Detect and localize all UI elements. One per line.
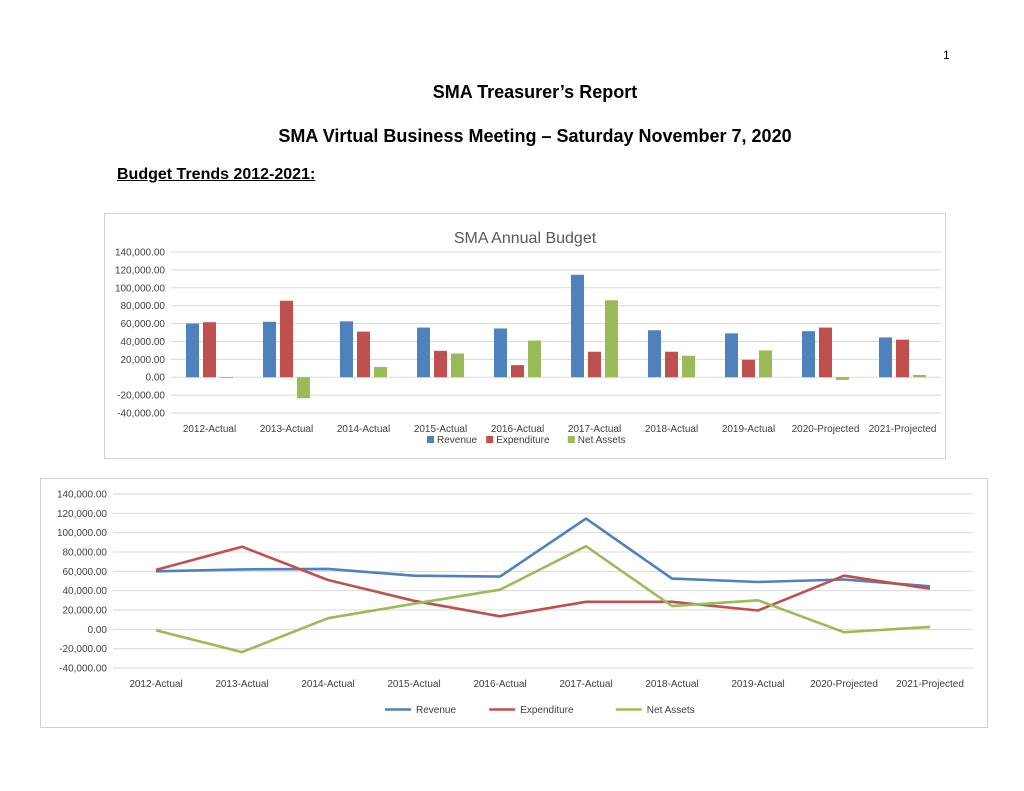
y-tick-label: 40,000.00	[63, 586, 108, 597]
y-tick-label: 0.00	[146, 373, 166, 384]
legend-swatch-net-assets	[567, 436, 575, 443]
bar-revenue	[879, 337, 892, 378]
x-tick-label: 2014-Actual	[337, 424, 390, 435]
bar-net-assets	[836, 377, 849, 380]
legend-label-net-assets: Net Assets	[578, 435, 626, 446]
bar-net-assets	[759, 350, 772, 378]
y-tick-label: 120,000.00	[57, 509, 107, 520]
x-tick-label: 2015-Actual	[414, 424, 467, 435]
x-tick-label: 2012-Actual	[129, 679, 182, 690]
x-tick-label: 2017-Actual	[568, 424, 621, 435]
line-chart-frame: 140,000.00 120,000.00 100,000.00 80,000.00 6…	[40, 478, 988, 728]
y-tick-label: -20,000.00	[117, 391, 165, 402]
y-tick-label: 100,000.00	[115, 283, 165, 294]
bar-revenue	[417, 327, 430, 378]
y-tick-label: 20,000.00	[121, 355, 166, 366]
bar-revenue	[494, 328, 507, 378]
bar-expenditure	[819, 327, 832, 378]
y-tick-label: -40,000.00	[117, 409, 165, 420]
y-tick-label: 120,000.00	[115, 265, 165, 276]
x-tick-label: 2018-Actual	[645, 679, 698, 690]
x-tick-label: 2013-Actual	[215, 679, 268, 690]
bar-net-assets	[528, 340, 541, 378]
line-revenue	[155, 517, 931, 588]
chart-title: SMA Annual Budget	[454, 230, 597, 247]
x-tick-label: 2019-Actual	[722, 424, 775, 435]
x-tick-label: 2014-Actual	[301, 679, 354, 690]
y-tick-label: 140,000.00	[57, 490, 107, 501]
x-tick-label: 2021-Projected	[896, 679, 964, 690]
bar-revenue	[802, 331, 815, 378]
legend-label-expenditure: Expenditure	[520, 705, 574, 716]
y-tick-label: -40,000.00	[59, 664, 107, 675]
x-tick-label: 2012-Actual	[183, 424, 236, 435]
legend-swatch-expenditure	[486, 436, 494, 443]
bar-net-assets	[682, 355, 695, 378]
legend-label-revenue: Revenue	[437, 435, 477, 446]
bar-revenue	[648, 330, 661, 378]
legend-swatch-revenue	[427, 436, 434, 443]
legend-label-expenditure: Expenditure	[496, 435, 550, 446]
bar-net-assets	[220, 377, 233, 379]
y-tick-label: 0.00	[88, 625, 108, 636]
legend-label-net-assets: Net Assets	[647, 705, 695, 716]
x-tick-label: 2020-Projected	[810, 679, 878, 690]
bar-net-assets	[297, 377, 310, 399]
y-tick-label: 140,000.00	[115, 248, 165, 259]
y-tick-label: 20,000.00	[63, 606, 108, 617]
x-tick-label: 2015-Actual	[387, 679, 440, 690]
bar-revenue	[571, 274, 584, 378]
bar-expenditure	[434, 350, 447, 378]
bar-revenue	[340, 321, 353, 378]
x-tick-label: 2017-Actual	[559, 679, 612, 690]
bar-expenditure	[588, 351, 601, 378]
x-tick-label: 2016-Actual	[473, 679, 526, 690]
section-heading: Budget Trends 2012-2021:	[117, 166, 316, 183]
bar-expenditure	[357, 331, 370, 378]
bar-revenue	[725, 333, 738, 378]
bar-net-assets	[913, 374, 926, 378]
bar-expenditure	[280, 300, 293, 378]
bar-expenditure	[742, 359, 755, 378]
line-chart: 140,000.00 120,000.00 100,000.00 80,000.00 6…	[57, 490, 973, 716]
x-tick-label: 2019-Actual	[731, 679, 784, 690]
page-number: 1	[943, 48, 950, 62]
bar-net-assets	[451, 353, 464, 378]
line-net-assets	[155, 544, 931, 654]
bar-expenditure	[203, 322, 216, 378]
meeting-subtitle: SMA Virtual Business Meeting – Saturday …	[278, 126, 792, 146]
x-tick-label: 2020-Projected	[792, 424, 860, 435]
bar-chart: SMA Annual Budget 140,000.00 120,000.00 100…	[115, 230, 941, 446]
bar-net-assets	[605, 300, 618, 378]
y-tick-label: 80,000.00	[63, 548, 108, 559]
y-tick-label: 80,000.00	[121, 301, 166, 312]
bar-expenditure	[511, 365, 524, 378]
bar-expenditure	[665, 351, 678, 378]
bar-revenue	[263, 321, 276, 378]
x-tick-label: 2016-Actual	[491, 424, 544, 435]
x-tick-label: 2021-Projected	[869, 424, 937, 435]
bar-revenue	[186, 323, 199, 378]
y-tick-label: 60,000.00	[121, 319, 166, 330]
bar-net-assets	[374, 366, 387, 378]
x-tick-label: 2018-Actual	[645, 424, 698, 435]
bar-chart-frame: SMA Annual Budget 140,000.00 120,000.00 100…	[104, 213, 946, 459]
y-tick-label: -20,000.00	[59, 644, 107, 655]
y-tick-label: 40,000.00	[121, 337, 166, 348]
y-tick-label: 100,000.00	[57, 528, 107, 539]
legend-label-revenue: Revenue	[416, 705, 456, 716]
bar-expenditure	[896, 339, 909, 378]
x-tick-label: 2013-Actual	[260, 424, 313, 435]
line-expenditure	[155, 545, 931, 618]
report-title: SMA Treasurer’s Report	[432, 82, 638, 102]
y-tick-label: 60,000.00	[63, 567, 108, 578]
